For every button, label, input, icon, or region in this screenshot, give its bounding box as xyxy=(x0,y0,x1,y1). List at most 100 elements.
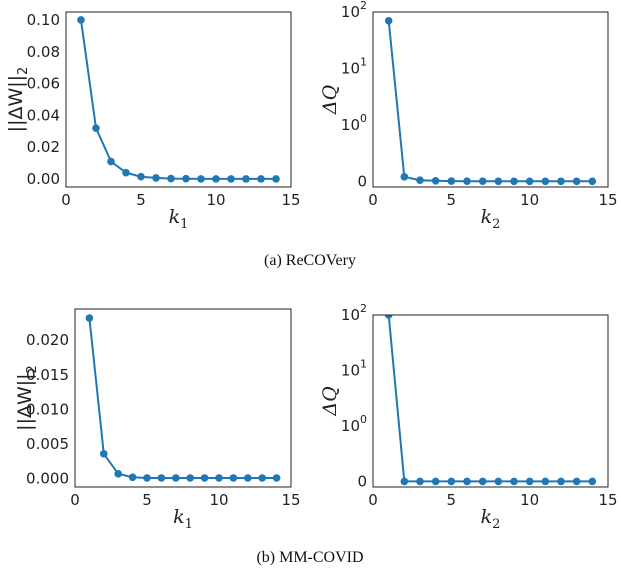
y-tick-exponent: 1 xyxy=(360,357,367,370)
plot-area xyxy=(77,16,280,183)
y-tick-label: 0.08 xyxy=(27,43,60,61)
chart-panel-1: 0 5 10 15 0.00 0.02 0.04 0.06 0.08 0.10 k1 ||ΔW||2 xyxy=(5,11,301,232)
y-axis-label: ||ΔW||2 xyxy=(5,67,31,133)
plot-area xyxy=(85,314,281,482)
y-tick-label: 0.000 xyxy=(26,470,69,488)
data-point xyxy=(431,176,440,185)
data-point xyxy=(272,175,280,183)
data-point xyxy=(447,477,456,486)
x-axis-label: k2 xyxy=(481,206,501,232)
y-tick-label: 0 xyxy=(357,172,367,190)
data-point xyxy=(107,157,115,166)
series-line xyxy=(88,317,277,479)
x-tick-label: 10 xyxy=(209,491,228,509)
x-axis-label-sub: 2 xyxy=(492,517,500,532)
caption-a: (a) ReCOVery xyxy=(264,252,356,269)
data-point xyxy=(114,470,122,478)
x-tick-label: 15 xyxy=(598,191,617,209)
data-point xyxy=(152,174,160,182)
data-point xyxy=(229,474,238,482)
y-axis-label-main: ||ΔW|| xyxy=(5,75,27,132)
y-tick-label: 100 xyxy=(341,413,367,435)
data-point xyxy=(122,168,130,177)
plot-area xyxy=(384,315,597,486)
data-point xyxy=(244,474,252,482)
y-tick-base: 0 xyxy=(357,172,367,190)
data-point xyxy=(447,177,456,185)
y-tick-base: 10 xyxy=(341,3,360,21)
x-axis-label: k2 xyxy=(481,506,501,532)
y-axis-label-sub: 2 xyxy=(25,365,40,373)
data-point xyxy=(525,477,534,486)
x-tick-label: 0 xyxy=(368,491,378,509)
data-point xyxy=(510,177,518,186)
data-point xyxy=(572,177,581,186)
x-tick-label: 0 xyxy=(70,491,80,509)
x-tick-label: 10 xyxy=(520,191,539,209)
x-axis-label-sub: 2 xyxy=(492,217,500,232)
data-point xyxy=(588,477,597,486)
x-axis-label-sub: 1 xyxy=(180,217,188,232)
y-axis-label: ΔQ xyxy=(319,85,341,115)
plot-area xyxy=(384,16,597,186)
x-axis-label-main: k xyxy=(481,506,493,528)
y-tick-label: 101 xyxy=(341,55,367,77)
x-tick-label: 0 xyxy=(61,191,71,209)
data-point xyxy=(478,177,487,186)
x-tick-label: 10 xyxy=(206,191,225,209)
y-tick-exponent: 2 xyxy=(360,302,367,315)
chart-panel-3: 0 5 10 15 0.000 0.005 0.010 0.015 0.020 k1 ||ΔW||2 xyxy=(14,308,301,532)
data-point xyxy=(137,172,145,181)
x-axis-label-main: k xyxy=(169,206,181,228)
data-point xyxy=(494,177,503,186)
data-point xyxy=(463,177,471,185)
y-tick-base: 10 xyxy=(341,59,360,77)
y-tick-base: 10 xyxy=(341,417,360,435)
x-axis-label: k1 xyxy=(173,506,193,532)
axes-frame xyxy=(74,308,292,488)
data-point xyxy=(510,477,518,486)
y-tick-label: 0 xyxy=(357,472,367,490)
data-point xyxy=(416,477,424,486)
x-tick-label: 5 xyxy=(447,491,457,509)
data-point xyxy=(588,177,597,186)
data-point xyxy=(197,175,205,183)
y-tick-label: 102 xyxy=(341,302,367,324)
data-point xyxy=(167,174,175,183)
y-tick-label: 0.010 xyxy=(26,400,69,418)
y-tick-label: 0.015 xyxy=(26,366,69,384)
series-line xyxy=(387,20,593,183)
y-tick-label: 0.020 xyxy=(26,331,69,349)
data-point xyxy=(242,175,250,183)
axes-frame xyxy=(372,11,609,188)
data-point xyxy=(215,474,223,482)
data-point xyxy=(557,477,565,486)
axes-frame xyxy=(372,314,609,488)
data-point xyxy=(463,477,471,486)
y-axis-label-main: ||ΔW|| xyxy=(14,373,36,430)
data-point xyxy=(478,477,487,486)
x-tick-label: 15 xyxy=(281,491,300,509)
y-axis-label: ΔQ xyxy=(319,386,341,416)
series-line xyxy=(387,315,593,483)
data-point xyxy=(172,474,180,482)
data-point xyxy=(157,474,166,482)
y-axis-label-main: ΔQ xyxy=(319,85,341,115)
data-point xyxy=(525,177,534,186)
data-point xyxy=(143,474,151,482)
y-tick-base: 10 xyxy=(341,116,360,134)
data-point xyxy=(494,477,503,486)
y-tick-base: 10 xyxy=(341,361,360,379)
x-tick-label: 10 xyxy=(520,491,539,509)
x-axis-label-sub: 1 xyxy=(185,517,193,532)
data-point xyxy=(541,177,550,186)
axes-frame xyxy=(65,11,292,188)
data-point xyxy=(572,477,581,486)
y-axis-label-sub: 2 xyxy=(16,67,31,75)
y-tick-exponent: 0 xyxy=(360,112,367,125)
data-point xyxy=(400,477,409,486)
data-point xyxy=(557,177,565,186)
y-tick-label: 0.005 xyxy=(26,435,69,453)
